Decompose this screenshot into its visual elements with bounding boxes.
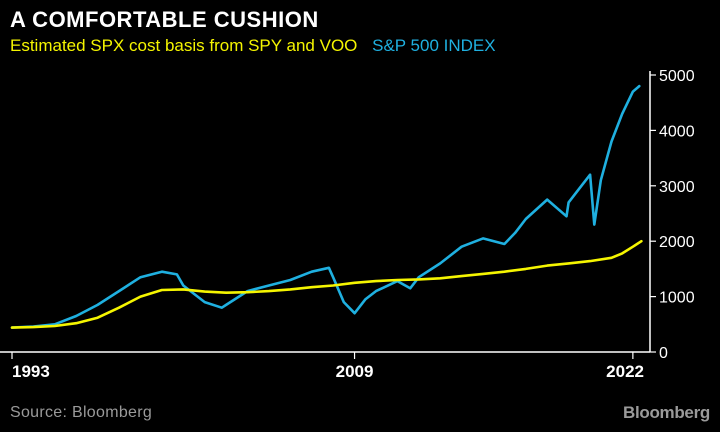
- chart-title: A COMFORTABLE CUSHION: [10, 7, 319, 32]
- legend-entry-sp500: S&P 500 INDEX: [372, 36, 496, 55]
- axes: 0 1000 2000 3000 4000 5000 1993 2009 2022: [0, 68, 695, 381]
- y-tick-label: 4000: [659, 123, 695, 140]
- y-tick-label: 0: [659, 345, 668, 362]
- y-tick-label: 5000: [659, 68, 695, 85]
- x-tick-label: 2022: [606, 362, 644, 381]
- y-tick-label: 2000: [659, 234, 695, 251]
- legend: Estimated SPX cost basis from SPY and VO…: [10, 36, 506, 56]
- series-layer: [10, 84, 643, 329]
- source-note: Source: Bloomberg: [10, 404, 153, 421]
- brand-logo: Bloomberg: [622, 403, 710, 422]
- series-line-cost-basis: [10, 239, 643, 329]
- x-tick-label: 1993: [12, 362, 50, 381]
- series-line-sp500: [10, 84, 641, 329]
- y-tick-label: 1000: [659, 290, 695, 307]
- x-tick-label: 2009: [336, 362, 374, 381]
- legend-entry-cost-basis: Estimated SPX cost basis from SPY and VO…: [10, 36, 358, 55]
- y-tick-label: 3000: [659, 179, 695, 196]
